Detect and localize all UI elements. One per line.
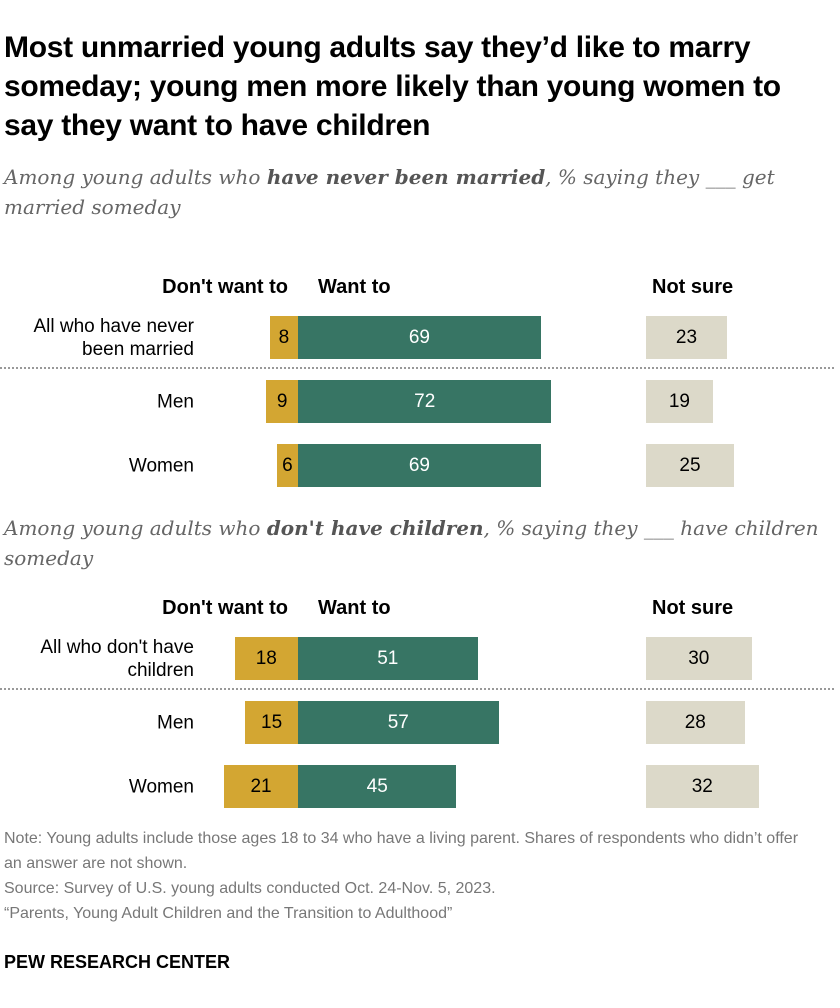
bar-dont-want: 18	[234, 637, 298, 680]
bar-dont-want: 6	[276, 444, 298, 487]
bar-want: 72	[298, 380, 552, 423]
header-want: Want to	[318, 597, 391, 619]
note: Note: Young adults include those ages 18…	[4, 830, 799, 872]
divider	[0, 688, 834, 690]
bar-not-sure: 23	[646, 316, 727, 359]
subtitle-text: Among young adults who	[4, 165, 267, 189]
bar-row: Women 6 69 25	[0, 444, 840, 487]
category-label: Men	[157, 391, 194, 412]
header-not-sure: Not sure	[652, 276, 734, 298]
divider	[0, 367, 834, 369]
bar-not-sure: 19	[646, 380, 713, 423]
bar-want: 51	[298, 637, 478, 680]
bar-not-sure: 25	[646, 444, 734, 487]
bar-want: 57	[298, 701, 499, 744]
bar-dont-want: 15	[245, 701, 298, 744]
subtitle-text: , % saying they ___ get married someday	[4, 165, 775, 219]
footnotes: Note: Young adults include those ages 18…	[4, 826, 804, 926]
category-label: Women	[128, 455, 194, 476]
subtitle-text: , % saying they ___ have children someda…	[4, 516, 819, 570]
bar-dont-want: 8	[269, 316, 298, 359]
header-dont-want: Don't want to	[162, 276, 288, 298]
category-label: All who don't have children	[40, 636, 194, 681]
bar-want: 45	[298, 765, 457, 808]
bar-row: Men 15 57 28	[0, 701, 840, 744]
bar-row: All who have never been married 8 69 23	[0, 315, 840, 360]
subtitle-bold: have never been married	[266, 165, 546, 189]
header-not-sure: Not sure	[652, 597, 734, 619]
bar-row: Women 21 45 32	[0, 765, 840, 808]
category-label: Men	[157, 712, 194, 733]
bar-not-sure: 32	[646, 765, 759, 808]
category-label: Women	[128, 776, 194, 797]
bar-not-sure: 30	[646, 637, 752, 680]
bar-dont-want: 21	[224, 765, 298, 808]
chart-title: Most unmarried young adults say they’d l…	[4, 31, 781, 142]
subtitle-bold: don't have children	[266, 516, 484, 540]
source: Source: Survey of U.S. young adults cond…	[4, 880, 496, 897]
subtitle-married: Among young adults who have never been m…	[4, 162, 834, 222]
category-label: All who have never been married	[33, 315, 194, 360]
brand-logo: PEW RESEARCH CENTER	[4, 952, 231, 972]
bar-row: Men 9 72 19	[0, 380, 840, 423]
header-dont-want: Don't want to	[162, 597, 288, 619]
bar-want: 69	[298, 316, 541, 359]
bar-want: 69	[298, 444, 541, 487]
bar-not-sure: 28	[646, 701, 745, 744]
report-title: “Parents, Young Adult Children and the T…	[4, 905, 453, 922]
bar-dont-want: 9	[266, 380, 298, 423]
header-want: Want to	[318, 276, 391, 298]
subtitle-children: Among young adults who don't have childr…	[4, 513, 834, 573]
bar-row: All who don't have children 18 51 30	[0, 636, 840, 681]
subtitle-text: Among young adults who	[4, 516, 267, 540]
